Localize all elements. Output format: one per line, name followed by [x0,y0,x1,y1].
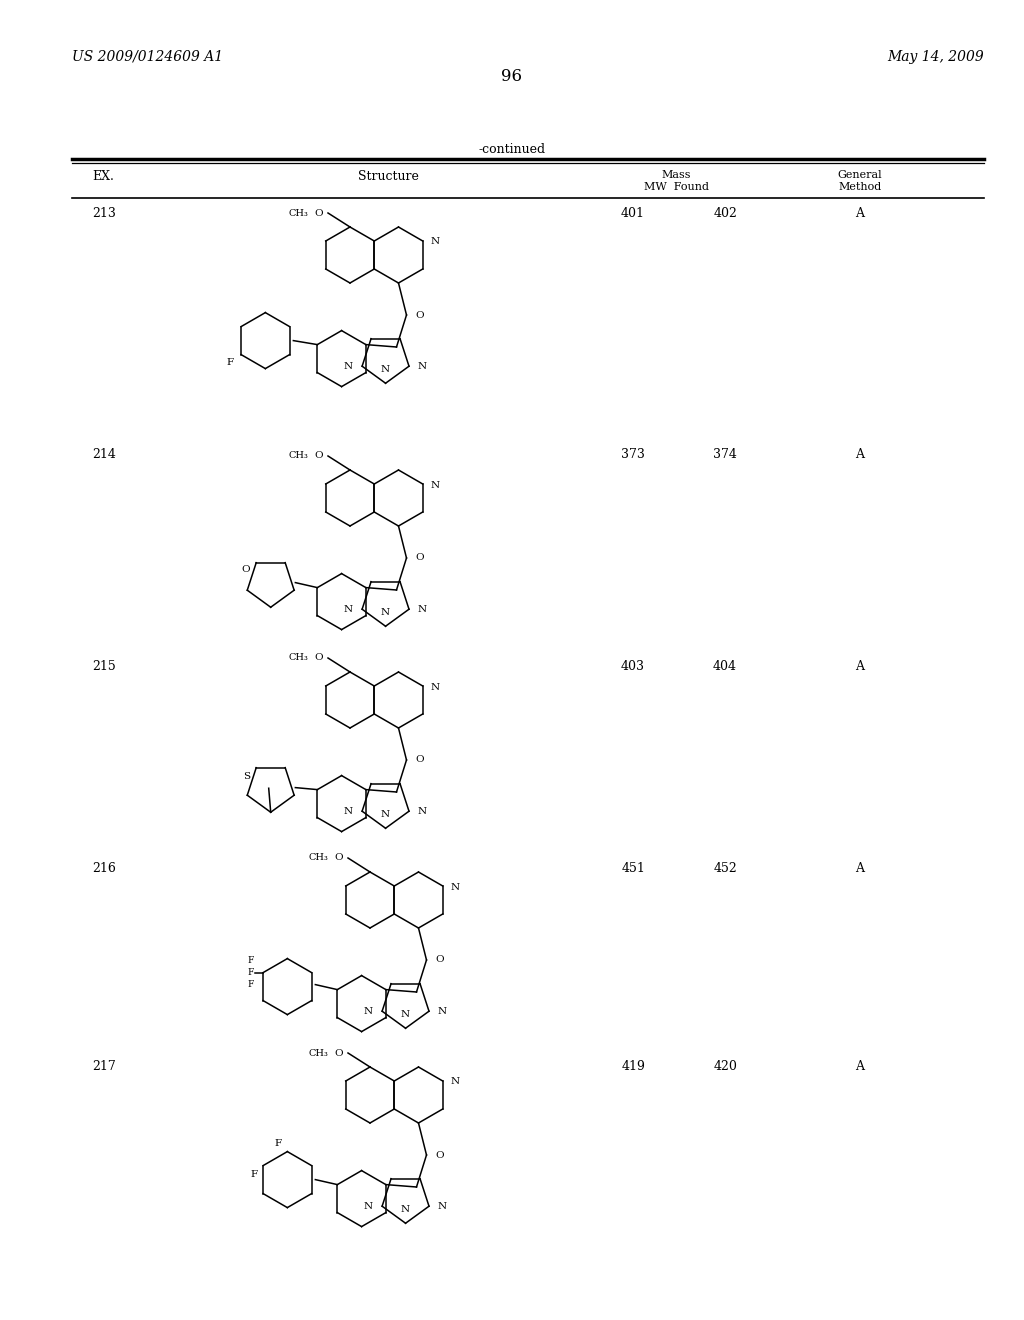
Text: O: O [435,956,444,965]
Text: 419: 419 [622,1060,645,1073]
Text: 401: 401 [621,207,645,220]
Text: O: O [314,653,323,663]
Text: 374: 374 [713,447,737,461]
Text: N: N [451,883,460,891]
Text: O: O [416,755,424,764]
Text: 403: 403 [621,660,645,673]
Text: N: N [381,810,390,820]
Text: N: N [418,807,427,816]
Text: N: N [364,1201,373,1210]
Text: F: F [248,968,254,977]
Text: 420: 420 [713,1060,737,1073]
Text: N: N [431,480,440,490]
Text: N: N [438,1201,447,1210]
Text: A: A [855,1060,864,1073]
Text: O: O [416,553,424,562]
Text: Mass: Mass [662,170,691,180]
Text: F: F [226,358,233,367]
Text: N: N [418,605,427,614]
Text: N: N [364,1007,373,1015]
Text: Structure: Structure [357,170,419,183]
Text: O: O [335,854,343,862]
Text: CH₃: CH₃ [288,653,308,663]
Text: 215: 215 [92,660,116,673]
Text: 451: 451 [622,862,645,875]
Text: N: N [344,807,353,816]
Text: 452: 452 [714,862,737,875]
Text: N: N [381,366,390,375]
Text: O: O [335,1048,343,1057]
Text: N: N [344,362,353,371]
Text: 216: 216 [92,862,116,875]
Text: 373: 373 [622,447,645,461]
Text: 404: 404 [713,660,737,673]
Text: A: A [855,447,864,461]
Text: F: F [248,979,254,989]
Text: O: O [416,310,424,319]
Text: N: N [344,605,353,614]
Text: N: N [401,1010,411,1019]
Text: O: O [435,1151,444,1159]
Text: General: General [838,170,883,180]
Text: EX.: EX. [92,170,114,183]
Text: N: N [418,362,427,371]
Text: N: N [401,1205,411,1214]
Text: F: F [248,956,254,965]
Text: Method: Method [839,182,882,191]
Text: US 2009/0124609 A1: US 2009/0124609 A1 [72,50,223,63]
Text: N: N [438,1007,447,1015]
Text: N: N [451,1077,460,1086]
Text: A: A [855,862,864,875]
Text: CH₃: CH₃ [288,209,308,218]
Text: 402: 402 [713,207,737,220]
Text: CH₃: CH₃ [288,451,308,461]
Text: N: N [381,609,390,618]
Text: N: N [431,682,440,692]
Text: 96: 96 [502,69,522,84]
Text: 213: 213 [92,207,116,220]
Text: May 14, 2009: May 14, 2009 [887,50,984,63]
Text: O: O [314,451,323,461]
Text: F: F [250,1170,257,1179]
Text: A: A [855,207,864,220]
Text: CH₃: CH₃ [308,1048,328,1057]
Text: O: O [314,209,323,218]
Text: A: A [855,660,864,673]
Text: MW  Found: MW Found [643,182,709,191]
Text: F: F [274,1139,282,1147]
Text: N: N [431,238,440,247]
Text: -continued: -continued [478,143,546,156]
Text: 214: 214 [92,447,116,461]
Text: S: S [243,772,250,780]
Text: O: O [242,565,250,574]
Text: CH₃: CH₃ [308,854,328,862]
Text: 217: 217 [92,1060,116,1073]
